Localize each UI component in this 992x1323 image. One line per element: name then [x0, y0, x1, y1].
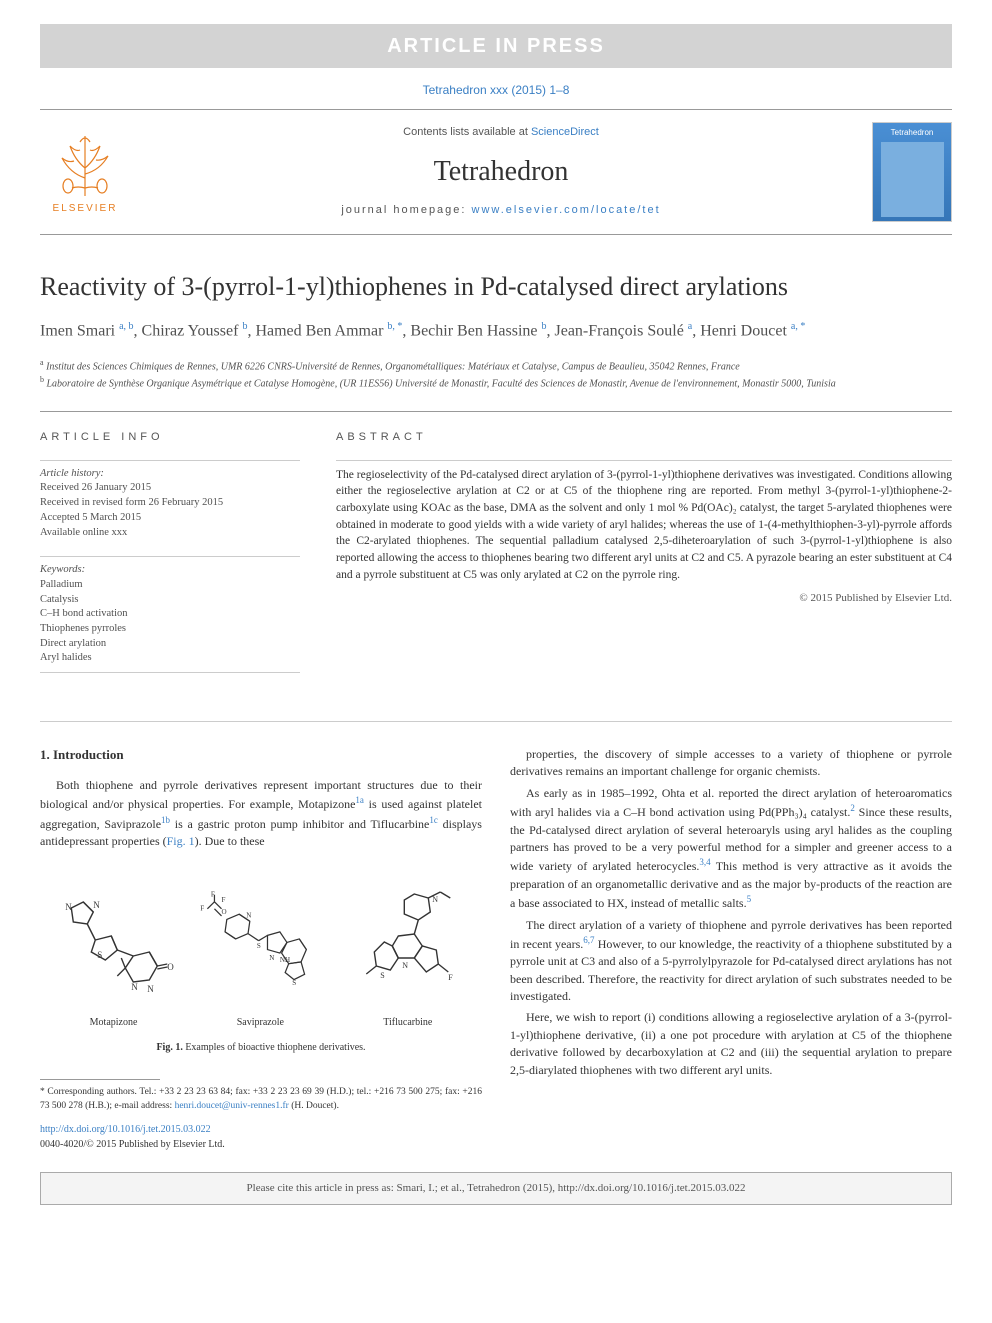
history-received: Received 26 January 2015 [40, 481, 300, 496]
svg-text:S: S [292, 979, 296, 987]
structure-saviprazole: F F F O N [195, 886, 328, 1006]
svg-text:O: O [168, 962, 175, 972]
ref-1c[interactable]: 1c [429, 815, 438, 825]
article-info-column: ARTICLE INFO Article history: Received 2… [40, 430, 300, 673]
history-accepted: Accepted 5 March 2015 [40, 511, 300, 526]
footnote-separator [40, 1079, 160, 1080]
svg-text:S: S [257, 942, 261, 950]
keyword-item: Catalysis [40, 593, 300, 608]
please-cite-footer: Please cite this article in press as: Sm… [40, 1172, 952, 1205]
ref-1a[interactable]: 1a [355, 795, 364, 805]
ref-3-4[interactable]: 3,4 [699, 857, 710, 867]
journal-homepage-link[interactable]: www.elsevier.com/locate/tet [472, 204, 661, 216]
ref-1b[interactable]: 1b [161, 815, 170, 825]
svg-text:F: F [221, 896, 225, 904]
chem-structures-row: N N S [40, 866, 482, 1006]
section-1-heading: 1. Introduction [40, 746, 482, 765]
left-column: 1. Introduction Both thiophene and pyrro… [40, 722, 482, 1152]
footnote-text-b: (H. Doucet). [289, 1101, 339, 1111]
fig1-label-saviprazole: Saviprazole [237, 1016, 284, 1031]
doi-block: http://dx.doi.org/10.1016/j.tet.2015.03.… [40, 1123, 482, 1152]
elsevier-tree-icon [50, 128, 120, 198]
svg-text:N: N [269, 955, 274, 963]
elsevier-logo: ELSEVIER [40, 122, 130, 222]
keyword-item: C–H bond activation [40, 607, 300, 622]
affiliations: a Institut des Sciences Chimiques de Ren… [40, 357, 952, 392]
keyword-item: Aryl halides [40, 651, 300, 666]
svg-text:N: N [94, 900, 101, 910]
journal-header: ELSEVIER Contents lists available at Sci… [40, 109, 952, 235]
journal-cover-image [881, 142, 944, 217]
contents-available-line: Contents lists available at ScienceDirec… [130, 125, 872, 140]
keywords-block: Keywords: PalladiumCatalysisC–H bond act… [40, 556, 300, 673]
col2-p2: As early as in 1985–1992, Ohta et al. re… [510, 785, 952, 913]
header-center: Contents lists available at ScienceDirec… [130, 125, 872, 219]
right-column: properties, the discovery of simple acce… [510, 722, 952, 1152]
history-online: Available online xxx [40, 526, 300, 541]
history-label: Article history: [40, 467, 300, 482]
homepage-prefix: journal homepage: [341, 204, 471, 216]
corresponding-author-footnote: * Corresponding authors. Tel.: +33 2 23 … [40, 1086, 482, 1113]
abstract-text: The regioselectivity of the Pd-catalysed… [336, 460, 952, 584]
affiliation-line: a Institut des Sciences Chimiques de Ren… [40, 357, 952, 374]
svg-text:N: N [432, 895, 438, 904]
col2-p4: Here, we wish to report (i) conditions a… [510, 1009, 952, 1079]
contents-prefix: Contents lists available at [403, 126, 531, 138]
svg-text:F: F [448, 973, 453, 982]
authors-line: Imen Smari a, b, Chiraz Youssef b, Hamed… [40, 320, 952, 343]
top-citation: Tetrahedron xxx (2015) 1–8 [0, 82, 992, 99]
issn-copyright-line: 0040-4020/© 2015 Published by Elsevier L… [40, 1138, 482, 1153]
svg-text:N: N [148, 984, 155, 994]
journal-cover-thumbnail: Tetrahedron [872, 122, 952, 222]
fig1-label-tiflucarbine: Tiflucarbine [383, 1016, 432, 1031]
corresponding-email-link[interactable]: henri.doucet@univ-rennes1.fr [175, 1101, 289, 1111]
abstract-label: ABSTRACT [336, 430, 952, 445]
col2-p3: The direct arylation of a variety of thi… [510, 917, 952, 1006]
history-revised: Received in revised form 26 February 201… [40, 496, 300, 511]
article-history: Article history: Received 26 January 201… [40, 460, 300, 540]
affiliation-line: b Laboratoire de Synthèse Organique Asym… [40, 374, 952, 391]
journal-homepage-line: journal homepage: www.elsevier.com/locat… [130, 203, 872, 218]
keywords-label: Keywords: [40, 563, 300, 578]
ref-6-7[interactable]: 6,7 [583, 935, 594, 945]
article-info-label: ARTICLE INFO [40, 430, 300, 445]
structure-motapizone: N N S [47, 886, 180, 1006]
sciencedirect-link[interactable]: ScienceDirect [531, 126, 599, 138]
svg-text:O: O [221, 909, 226, 917]
fig1-label-motapizone: Motapizone [90, 1016, 138, 1031]
ref-5[interactable]: 5 [747, 894, 752, 904]
info-abstract-row: ARTICLE INFO Article history: Received 2… [40, 411, 952, 673]
p1-e: ). Due to these [195, 834, 265, 848]
p1-c: is a gastric proton pump inhibitor and T… [170, 817, 429, 831]
keyword-item: Palladium [40, 578, 300, 593]
keyword-item: Thiophenes pyrroles [40, 622, 300, 637]
abstract-copyright: © 2015 Published by Elsevier Ltd. [336, 591, 952, 606]
svg-text:N: N [246, 912, 251, 920]
svg-text:S: S [380, 971, 384, 980]
abstract-column: ABSTRACT The regioselectivity of the Pd-… [336, 430, 952, 673]
article-title: Reactivity of 3-(pyrrol-1-yl)thiophenes … [40, 271, 952, 302]
figure-1-caption: Fig. 1. Fig. 1. Examples of bioactive th… [40, 1041, 482, 1056]
svg-text:F: F [211, 891, 215, 899]
intro-paragraph-1: Both thiophene and pyrrole derivatives r… [40, 777, 482, 851]
article-in-press-banner: ARTICLE IN PRESS [40, 24, 952, 68]
doi-link[interactable]: http://dx.doi.org/10.1016/j.tet.2015.03.… [40, 1124, 211, 1135]
elsevier-wordmark: ELSEVIER [53, 202, 118, 216]
svg-text:N: N [66, 902, 73, 912]
svg-text:N: N [132, 982, 139, 992]
col2-p1: properties, the discovery of simple acce… [510, 746, 952, 781]
structure-tiflucarbine: N N S [342, 886, 475, 1006]
figure-1: N N S [40, 866, 482, 1055]
keyword-item: Direct arylation [40, 637, 300, 652]
journal-name: Tetrahedron [130, 152, 872, 191]
body-columns: 1. Introduction Both thiophene and pyrro… [40, 721, 952, 1152]
svg-text:S: S [98, 950, 103, 960]
journal-cover-title: Tetrahedron [891, 127, 934, 138]
svg-text:N: N [402, 961, 408, 970]
svg-text:F: F [200, 905, 204, 913]
fig-1-link[interactable]: Fig. 1 [167, 834, 195, 848]
